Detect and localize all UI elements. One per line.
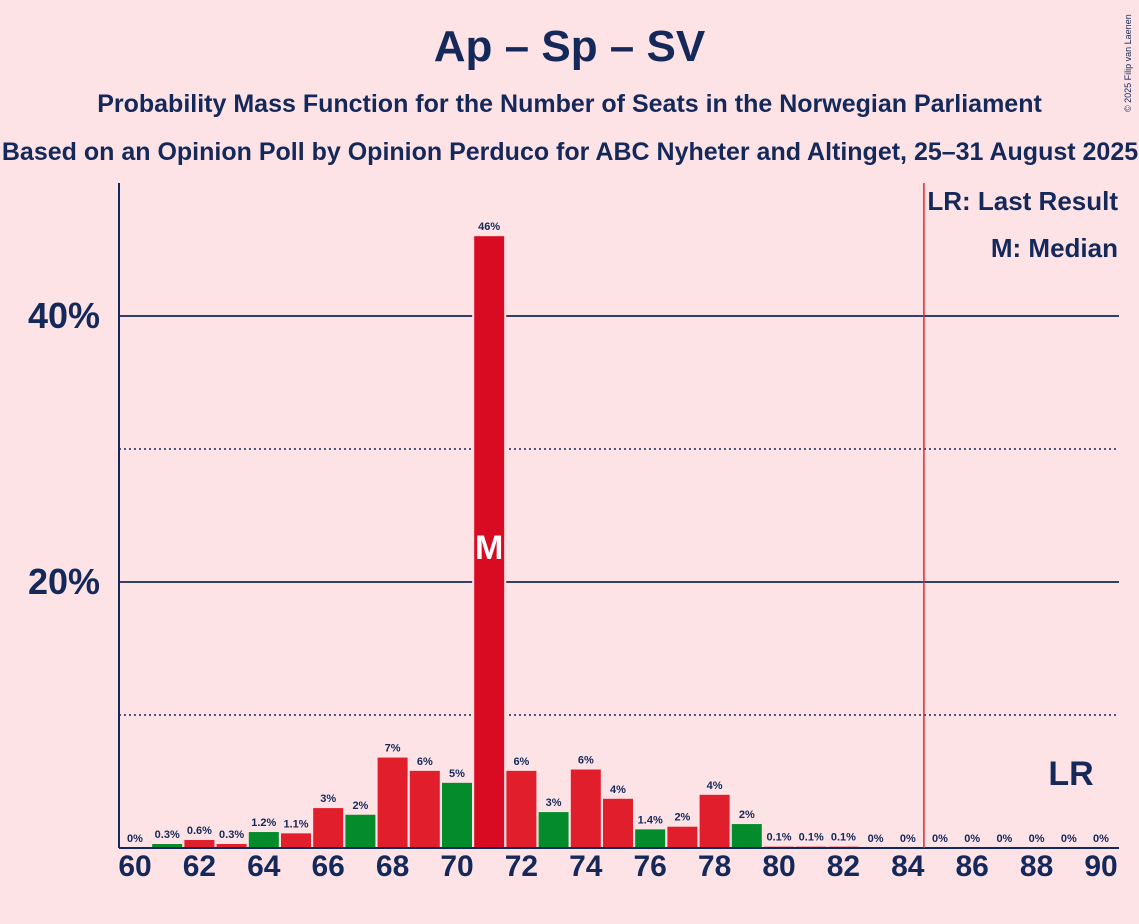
x-tick-62: 62 (183, 850, 216, 883)
bar-71 (474, 236, 505, 848)
x-tick-64: 64 (247, 850, 281, 883)
y-tick-20: 20% (28, 561, 100, 602)
bar-61 (152, 844, 183, 848)
bar-label-65: 1.1% (283, 818, 308, 830)
bar-67 (345, 814, 376, 848)
axes (118, 183, 1119, 849)
y-tick-labels: 20% 40% (28, 295, 100, 602)
bar-label-63: 0.3% (219, 829, 244, 841)
bar-74 (570, 769, 601, 848)
bar-77 (667, 826, 698, 848)
gridlines (119, 315, 1119, 716)
bar-label-86: 0% (964, 833, 980, 845)
x-tick-66: 66 (312, 850, 345, 883)
bar-label-76: 1.4% (638, 814, 663, 826)
bar-label-82: 0.1% (831, 832, 856, 844)
bar-label-69: 6% (417, 756, 433, 768)
legend-median: M: Median (991, 233, 1118, 263)
x-tick-76: 76 (634, 850, 667, 883)
bar-65 (281, 833, 311, 848)
bar-label-81: 0.1% (799, 832, 824, 844)
bar-label-66: 3% (320, 793, 336, 805)
x-tick-86: 86 (956, 850, 989, 883)
y-tick-40: 40% (28, 295, 100, 336)
chart-subtitle: Probability Mass Function for the Number… (97, 90, 1042, 118)
x-tick-88: 88 (1020, 850, 1053, 883)
x-tick-72: 72 (505, 850, 538, 883)
bar-69 (409, 770, 440, 848)
x-tick-90: 90 (1084, 850, 1117, 883)
bar-70 (442, 782, 472, 848)
bar-79 (731, 824, 762, 848)
median-marker: M (475, 529, 503, 567)
bar-labels: 0% 0.3% 0.6% 0.3% 1.2% 1.1% 3% 2% 7% 6% 5% 46% 6% 3% 6… (127, 221, 1109, 845)
bar-72 (506, 770, 537, 848)
bar-label-61: 0.3% (155, 829, 180, 841)
x-tick-68: 68 (376, 850, 409, 883)
bar-label-83: 0% (868, 833, 884, 845)
x-tick-labels: 60 62 64 66 68 70 72 74 76 78 80 82 84 86 88 90 (118, 850, 1117, 883)
bar-label-79: 2% (739, 809, 755, 821)
bar-label-84: 0% (900, 833, 916, 845)
last-result-label: LR (1048, 755, 1093, 793)
markers: LR M (475, 183, 1094, 848)
bar-label-85: 0% (932, 833, 948, 845)
x-tick-60: 60 (118, 850, 151, 883)
chart-subtitle-source: Based on an Opinion Poll by Opinion Perd… (1, 138, 1139, 166)
x-tick-80: 80 (762, 850, 795, 883)
bar-63 (216, 844, 247, 848)
bar-label-88: 0% (1029, 833, 1045, 845)
bar-label-87: 0% (996, 833, 1012, 845)
bar-66 (313, 808, 344, 848)
bar-label-60: 0% (127, 833, 143, 845)
bar-label-75: 4% (610, 784, 626, 796)
chart-title: Ap – Sp – SV (433, 22, 706, 71)
bar-label-68: 7% (385, 743, 401, 755)
legend-last-result: LR: Last Result (927, 186, 1118, 216)
bar-78 (699, 794, 730, 848)
bar-label-77: 2% (674, 812, 690, 824)
bar-label-71: 46% (478, 221, 500, 233)
bar-label-90: 0% (1093, 833, 1109, 845)
bar-label-73: 3% (546, 797, 562, 809)
x-tick-74: 74 (569, 850, 603, 883)
bar-73 (538, 812, 569, 848)
bars (150, 236, 861, 848)
bar-label-62: 0.6% (187, 825, 212, 837)
bar-label-70: 5% (449, 768, 465, 780)
bar-64 (248, 832, 279, 848)
x-tick-82: 82 (827, 850, 860, 883)
bar-label-64: 1.2% (251, 817, 276, 829)
bar-label-67: 2% (352, 800, 368, 812)
x-tick-78: 78 (698, 850, 731, 883)
bar-label-78: 4% (707, 780, 723, 792)
bar-62 (184, 840, 215, 848)
x-tick-84: 84 (891, 850, 925, 883)
bar-label-80: 0.1% (766, 832, 791, 844)
bar-75 (603, 798, 633, 848)
x-tick-70: 70 (440, 850, 473, 883)
bar-label-74: 6% (578, 755, 594, 767)
bar-76 (635, 829, 666, 848)
bar-68 (377, 757, 408, 848)
bar-label-72: 6% (513, 756, 529, 768)
bar-label-89: 0% (1061, 833, 1077, 845)
